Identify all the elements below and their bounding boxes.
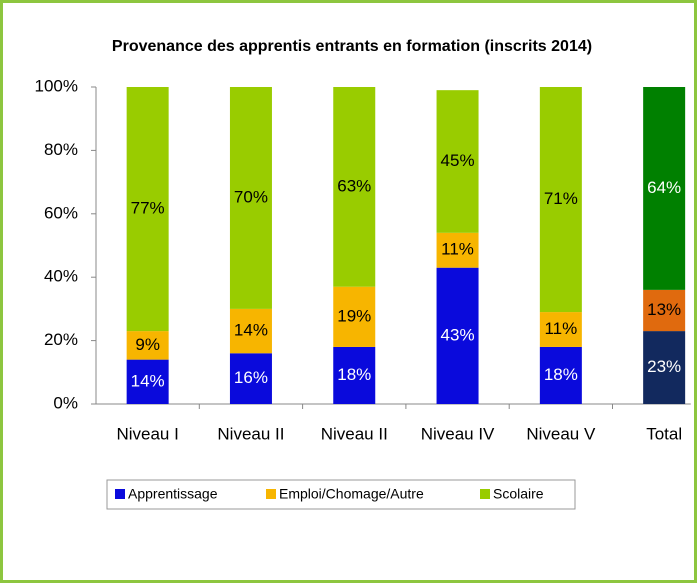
data-label: 18%: [337, 365, 371, 384]
bar-segment: [229, 353, 272, 404]
bar-segment: [229, 87, 272, 309]
data-label: 14%: [234, 321, 268, 340]
bar-segment: [436, 90, 479, 233]
x-tick-label: Niveau IV: [421, 424, 495, 443]
data-label: 11%: [544, 319, 577, 338]
legend-swatch: [115, 489, 125, 499]
data-label: 18%: [544, 365, 578, 384]
bar-segment: [539, 87, 582, 313]
x-tick-label: Niveau I: [116, 424, 178, 443]
data-label: 45%: [441, 151, 475, 170]
data-label: 70%: [234, 187, 268, 206]
bar-segment: [539, 312, 582, 347]
y-tick-label: 60%: [44, 203, 78, 222]
y-tick-label: 0%: [53, 393, 78, 412]
data-label: 43%: [441, 325, 475, 344]
chart-title: Provenance des apprentis entrants en for…: [112, 38, 592, 55]
x-tick-label: Niveau II: [217, 424, 284, 443]
data-label: 71%: [544, 189, 578, 208]
data-label: 77%: [131, 199, 165, 218]
legend-label: Scolaire: [493, 486, 544, 502]
y-tick-label: 40%: [44, 267, 78, 286]
x-tick-label: Niveau II: [321, 424, 388, 443]
bar-segment: [333, 346, 376, 404]
data-label: 19%: [337, 306, 371, 325]
bar-segment: [436, 232, 479, 268]
y-tick-label: 80%: [44, 140, 78, 159]
data-label: 64%: [647, 178, 681, 197]
legend-label: Apprentissage: [128, 486, 218, 502]
bar-segment: [229, 308, 272, 354]
bar-segment: [436, 267, 479, 404]
y-tick-label: 20%: [44, 330, 78, 349]
bar-segment: [333, 87, 376, 287]
bar-segment: [643, 331, 686, 404]
y-tick-label: 100%: [35, 76, 78, 95]
data-label: 9%: [135, 335, 160, 354]
bar-segment: [539, 346, 582, 404]
x-tick-label: Niveau V: [526, 424, 596, 443]
bar-segment: [643, 289, 686, 332]
legend-box: [106, 479, 576, 510]
data-label: 14%: [131, 371, 165, 390]
data-label: 63%: [337, 176, 371, 195]
legend-label: Emploi/Chomage/Autre: [279, 486, 424, 502]
x-tick-label: Total: [646, 424, 682, 443]
data-label: 11%: [441, 240, 474, 259]
bar-segment: [126, 331, 169, 360]
bar-segment: [643, 87, 686, 290]
data-label: 23%: [647, 357, 681, 376]
bar-segment: [333, 286, 376, 347]
data-label: 16%: [234, 368, 268, 387]
legend-swatch: [480, 489, 490, 499]
bar-segment: [126, 359, 169, 404]
data-label: 13%: [647, 300, 681, 319]
bar-segment: [126, 87, 169, 332]
legend-swatch: [266, 489, 276, 499]
